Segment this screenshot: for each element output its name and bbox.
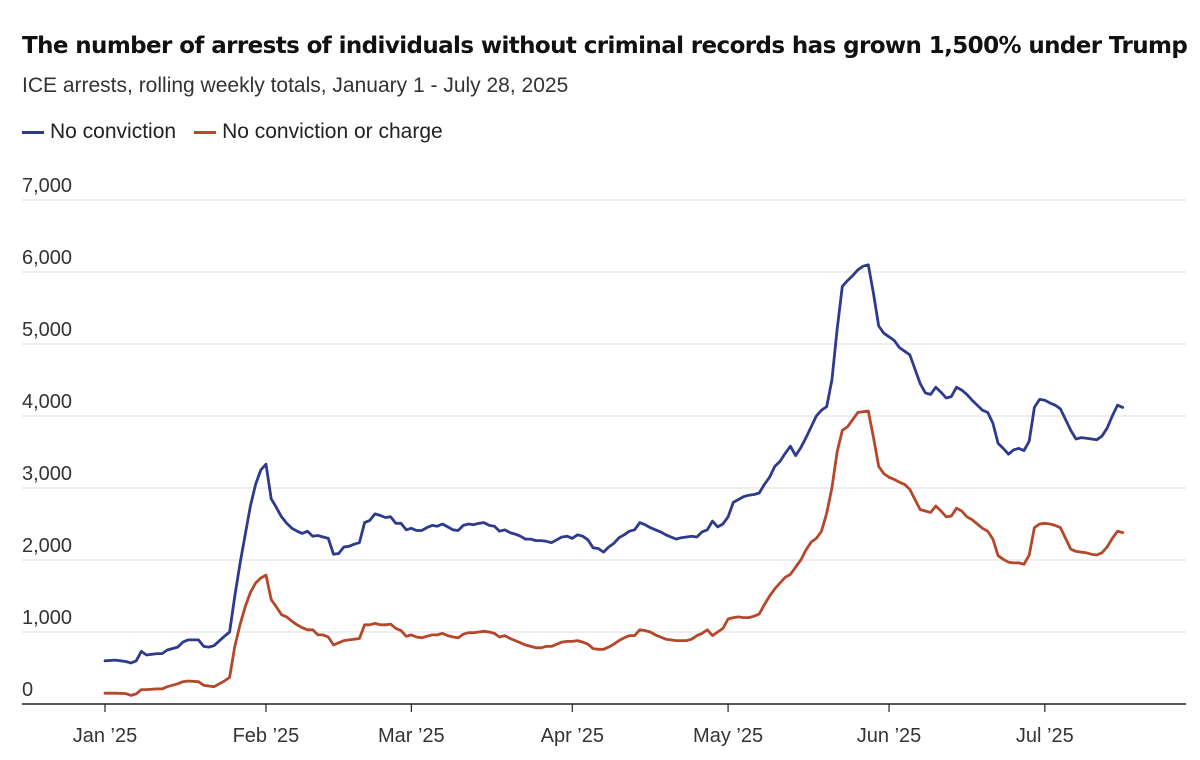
legend-swatch-no-conviction-or-charge xyxy=(194,130,217,134)
y-tick-label: 7,000 xyxy=(22,175,72,197)
x-tick-label: May ’25 xyxy=(693,725,763,747)
legend-label-no-conviction: No conviction xyxy=(50,120,177,143)
x-tick-label: Jan ’25 xyxy=(73,725,138,747)
x-tick-label: Apr ’25 xyxy=(541,725,604,747)
legend-swatch-no-conviction xyxy=(22,130,44,134)
legend-item-no-conviction[interactable]: No conviction xyxy=(22,120,176,144)
legend-label-no-conviction-or-charge: No conviction or charge xyxy=(222,120,443,143)
series-lines xyxy=(103,263,1125,697)
chart-legend: No conviction No conviction or charge xyxy=(22,120,461,144)
x-tick-label: Mar ’25 xyxy=(378,725,445,747)
y-tick-label: 4,000 xyxy=(22,391,72,413)
y-tick-label: 6,000 xyxy=(22,247,72,269)
x-tick-label: Feb ’25 xyxy=(233,725,300,747)
chart-title: The number of arrests of individuals wit… xyxy=(22,33,1188,59)
chart-subtitle: ICE arrests, rolling weekly totals, Janu… xyxy=(22,74,569,97)
y-tick-label: 3,000 xyxy=(22,463,72,485)
y-tick-label: 0 xyxy=(22,679,33,701)
series-line-no-conviction[interactable] xyxy=(103,263,1125,665)
y-tick-label: 1,000 xyxy=(22,607,72,629)
x-axis: Jan ’25 Feb ’25 Mar ’25 Apr ’25 May ’25 Jun ’… xyxy=(22,703,1186,747)
y-tick-label: 5,000 xyxy=(22,319,72,341)
legend-item-no-conviction-or-charge[interactable]: No conviction or charge xyxy=(194,120,443,144)
x-tick-label: Jun ’25 xyxy=(857,725,922,747)
y-tick-label: 2,000 xyxy=(22,535,72,557)
x-tick-label: Jul ’25 xyxy=(1016,725,1074,747)
grid-lines xyxy=(22,199,1186,633)
series-line-no-conviction-or-charge[interactable] xyxy=(103,409,1125,697)
y-axis-tick-labels: 0 1,000 2,000 3,000 4,000 5,000 6,000 7,000 xyxy=(22,175,72,701)
